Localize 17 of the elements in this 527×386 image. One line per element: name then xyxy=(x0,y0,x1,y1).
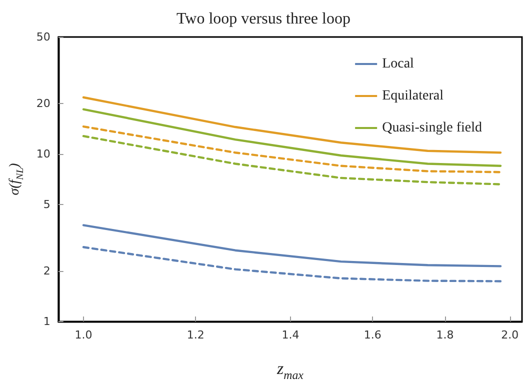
chart-title: Two loop versus three loop xyxy=(176,10,350,28)
y-tick-label: 2 xyxy=(43,264,50,278)
x-tick-label: 1.4 xyxy=(282,328,300,342)
x-tick-label: 1.8 xyxy=(436,328,454,342)
y-axis-title: σ(fNL) xyxy=(8,162,26,196)
y-tick-label: 5 xyxy=(43,198,50,211)
y-tick-label: 10 xyxy=(36,148,50,161)
y-tick-label: 20 xyxy=(36,97,50,110)
x-tick-label: 1.2 xyxy=(186,328,204,342)
legend-label: Local xyxy=(382,56,414,72)
x-tick-label: 1.6 xyxy=(364,328,382,342)
x-tick-label: 1.0 xyxy=(74,328,92,342)
legend-label: Quasi-single field xyxy=(382,120,482,136)
x-tick-label: 2.0 xyxy=(501,328,519,342)
y-tick-label: 50 xyxy=(36,30,50,44)
legend-label: Equilateral xyxy=(382,88,444,104)
y-tick-label: 1 xyxy=(43,315,50,328)
